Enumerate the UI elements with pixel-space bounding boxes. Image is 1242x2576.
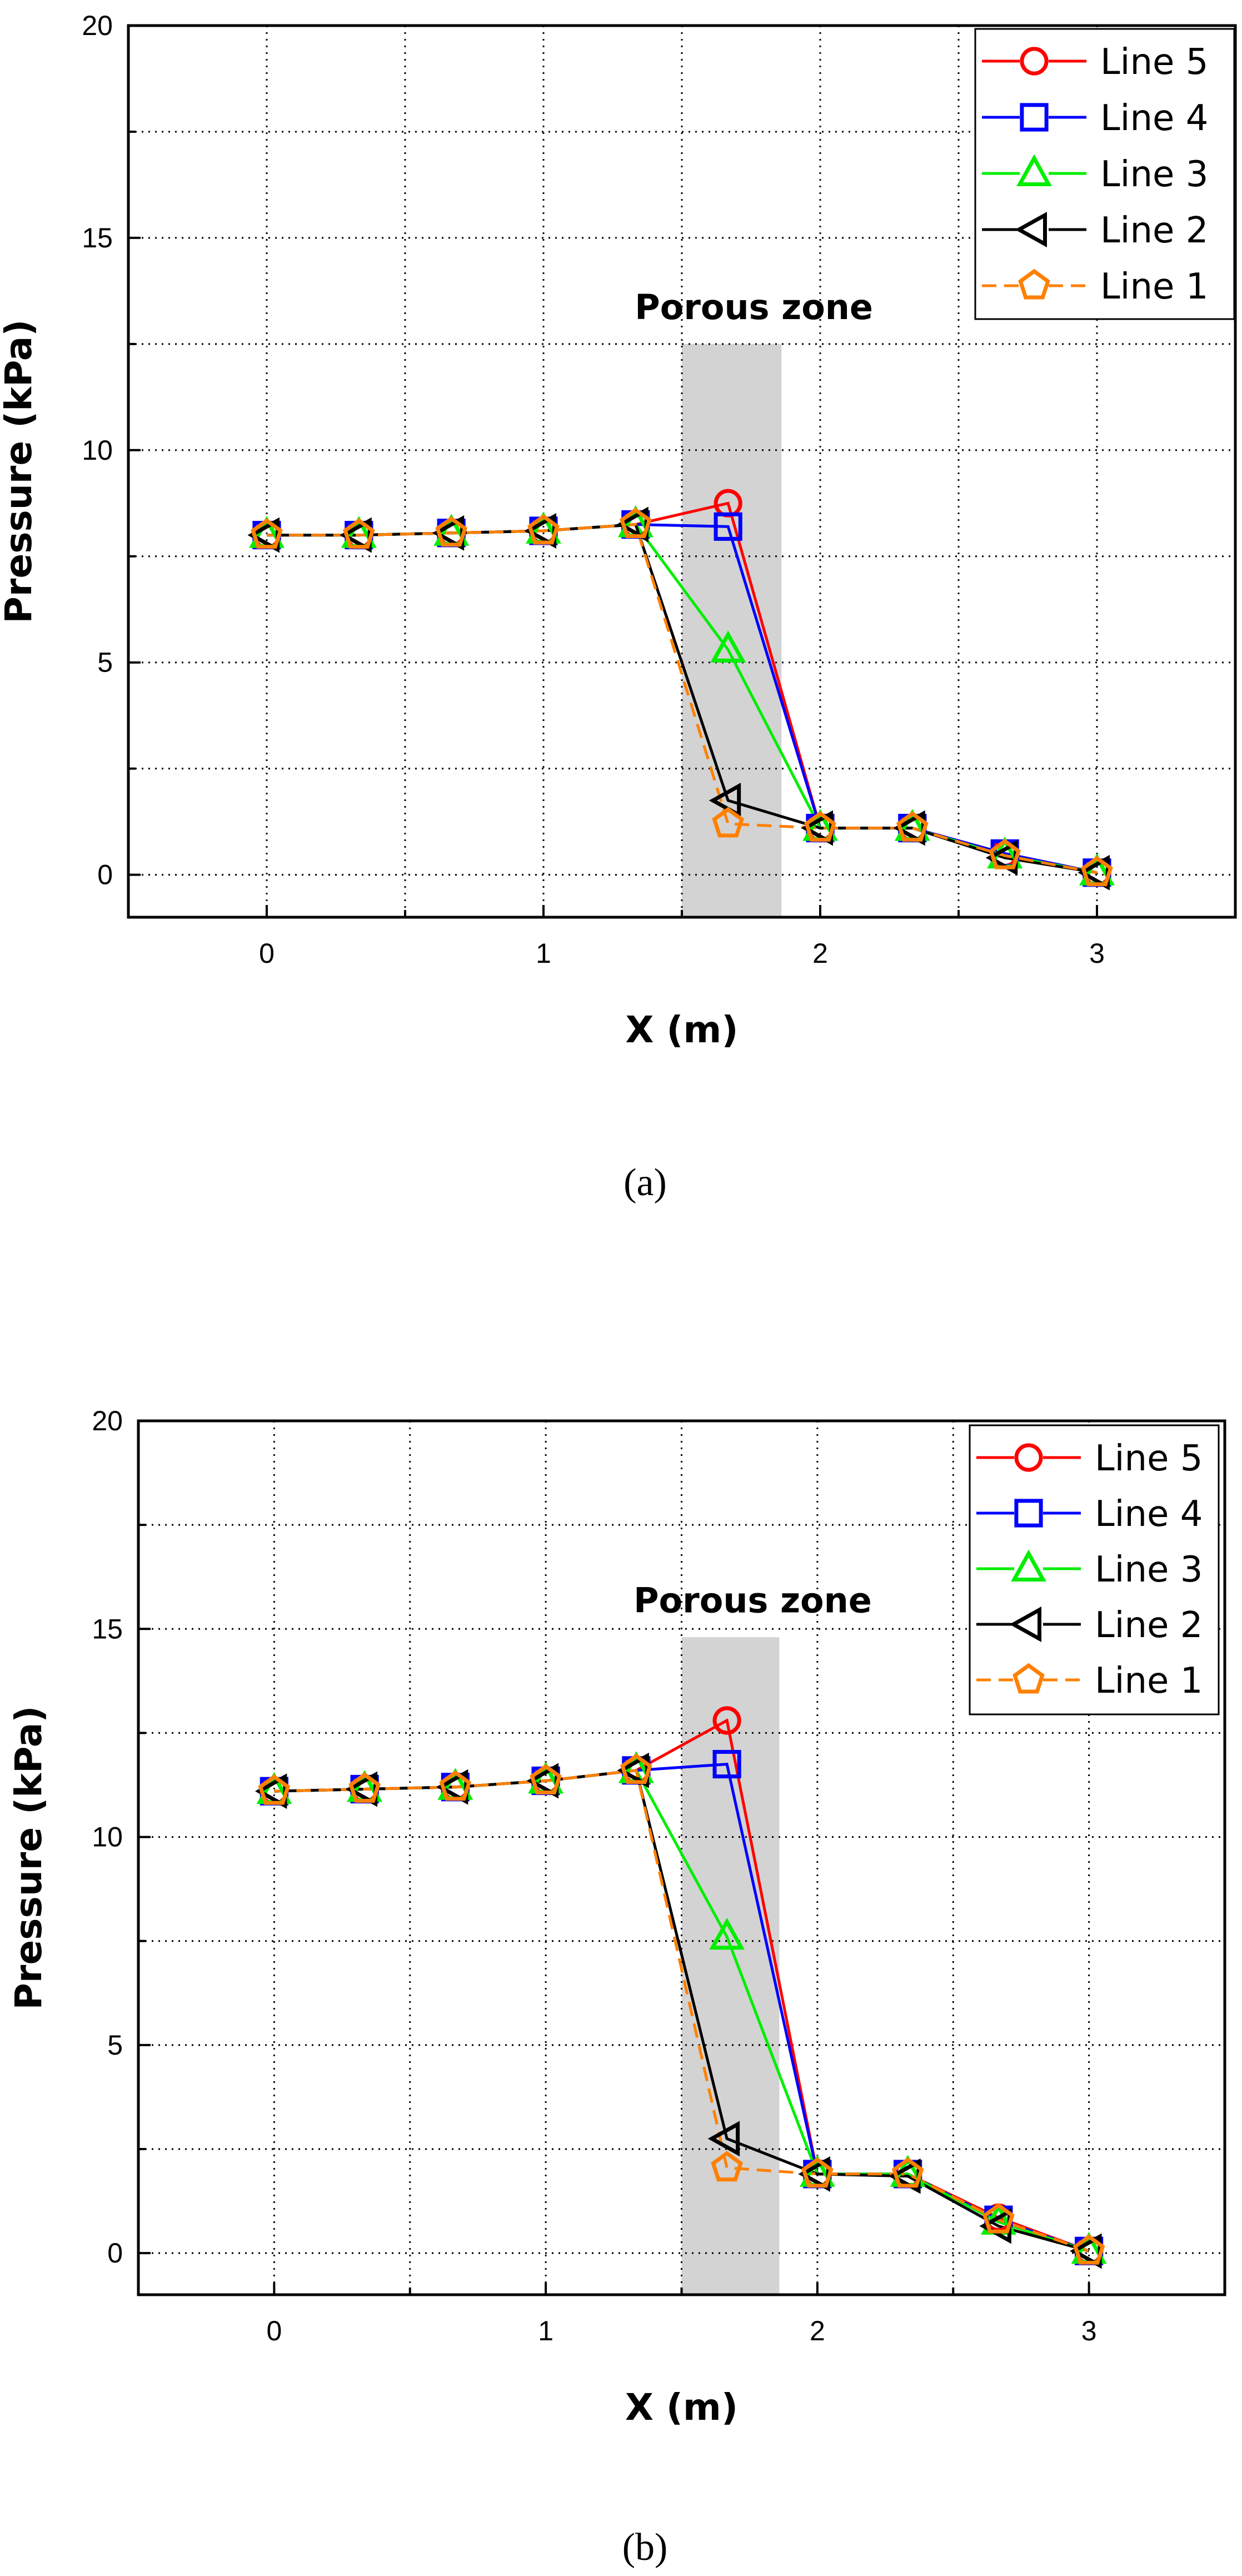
data-point-line-2 (709, 783, 741, 818)
ticks: 0 1 2 3 0 5 10 15 20 (92, 1405, 1096, 2346)
data-point-line-1 (711, 2151, 743, 2182)
y-tick-label: 20 (82, 10, 113, 41)
porous-zone-band (682, 344, 782, 917)
data-point-line-1 (527, 514, 560, 545)
data-point-line-1 (896, 811, 929, 842)
legend-label: Line 1 (1095, 1660, 1203, 1702)
y-tick-label: 15 (82, 222, 113, 253)
x-tick-label: 2 (810, 2315, 825, 2346)
y-tick-label: 10 (82, 435, 113, 466)
legend-marker (1015, 212, 1047, 247)
data-point-line-1 (530, 1764, 562, 1794)
data-point-line-1 (801, 2157, 834, 2188)
legend-label: Line 3 (1100, 154, 1208, 195)
plot-frame (127, 24, 1237, 919)
legend: Line 5 Line 4 Line 3 Line 2 Line 1 (974, 28, 1235, 320)
legend-marker (1011, 1549, 1046, 1582)
legend-label: Line 2 (1100, 210, 1208, 251)
porous-zone-band (681, 1637, 780, 2295)
data-point-line-1 (439, 1770, 472, 1801)
legend-label: Line 5 (1100, 42, 1208, 83)
data-point-line-1 (619, 508, 652, 538)
data-point-line-1 (712, 807, 745, 838)
legend-marker (1014, 1443, 1043, 1472)
y-tick-label: 20 (92, 1405, 123, 1436)
y-tick-label: 5 (107, 2030, 123, 2061)
data-point-line-1 (620, 1753, 652, 1784)
legend-marker (1016, 154, 1052, 186)
panel-caption: (b) (622, 2526, 668, 2569)
chart-panel-b: Porous zone 0 1 2 3 0 5 10 15 20 X (m) Pressure (kP… (7, 1405, 1226, 2569)
x-axis-title: X (m) (626, 1008, 739, 1051)
grid (138, 1421, 1225, 2295)
y-tick-label: 0 (107, 2237, 123, 2269)
data-point-line-1 (804, 811, 836, 842)
data-point-line-1 (348, 1772, 381, 1803)
x-tick-label: 2 (812, 938, 828, 969)
y-tick-label: 0 (97, 859, 113, 891)
legend-label: Line 5 (1095, 1438, 1203, 1479)
x-tick-label: 0 (259, 938, 275, 969)
data-point-line-1 (258, 1774, 291, 1805)
legend-label: Line 2 (1095, 1605, 1203, 1646)
chart-panel-a: Porous zone 0 1 2 3 0 5 10 15 20 X (m) Pressure (kP… (0, 10, 1237, 1204)
y-axis-title: Pressure (kPa) (0, 320, 40, 624)
x-tick-label: 1 (536, 938, 551, 969)
plot-frame (137, 1419, 1226, 2296)
data-point-line-1 (435, 516, 468, 547)
data-point-line-4 (712, 1749, 741, 1779)
legend-marker (1014, 1499, 1043, 1528)
y-tick-label: 10 (92, 1822, 123, 1853)
x-tick-label: 0 (266, 2315, 282, 2346)
panel-caption: (a) (624, 1161, 667, 1204)
data-point-line-1 (342, 518, 375, 549)
legend-marker (1009, 1607, 1041, 1642)
ticks: 0 1 2 3 0 5 10 15 20 (82, 10, 1105, 969)
legend-marker (1020, 103, 1049, 132)
porous-zone-label: Porous zone (635, 287, 873, 327)
legend-label: Line 4 (1100, 98, 1208, 139)
data-point-line-1 (982, 2202, 1015, 2234)
data-point-line-4 (714, 512, 742, 541)
x-axis-title: X (m) (625, 2386, 738, 2429)
data-point-line-3 (710, 630, 746, 663)
legend-marker (1012, 1663, 1045, 1694)
legend: Line 5 Line 4 Line 3 Line 2 Line 1 (969, 1424, 1220, 1715)
series-line-line-1 (274, 1769, 1090, 2252)
y-axis-title: Pressure (kPa) (7, 1706, 50, 2010)
data-point-line-1 (891, 2157, 924, 2188)
series-line-line-1 (267, 523, 1098, 874)
data-point-line-1 (1081, 856, 1113, 887)
y-tick-label: 15 (92, 1613, 123, 1644)
data-point-line-5 (712, 1706, 741, 1735)
x-tick-label: 3 (1081, 2315, 1097, 2346)
data-point-line-1 (989, 838, 1021, 869)
x-tick-label: 1 (538, 2315, 553, 2346)
data-point-line-3 (709, 1917, 745, 1950)
legend-label: Line 1 (1100, 266, 1208, 307)
legend-label: Line 3 (1095, 1549, 1203, 1590)
data-point-line-1 (251, 518, 283, 549)
legend-marker (1018, 268, 1050, 300)
data-point-line-1 (1073, 2234, 1105, 2265)
legend-label: Line 4 (1095, 1494, 1203, 1535)
data-point-line-2 (707, 2121, 740, 2157)
series-group (255, 1706, 1107, 2269)
y-tick-label: 5 (97, 647, 113, 678)
porous-zone-label: Porous zone (634, 1580, 872, 1620)
legend-marker (1020, 47, 1049, 76)
series-group (247, 489, 1115, 891)
x-tick-label: 3 (1089, 938, 1105, 969)
